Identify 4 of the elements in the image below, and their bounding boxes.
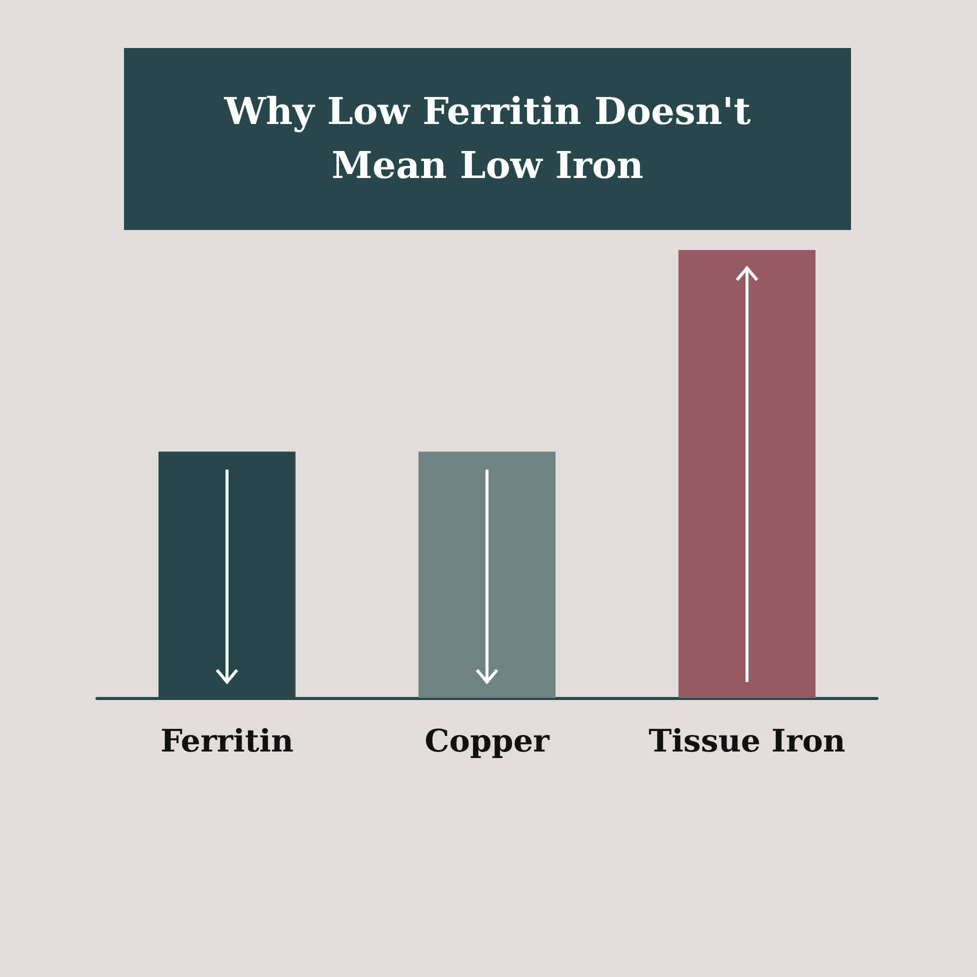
- chart-title: Why Low Ferritin Doesn't Mean Low Iron: [124, 48, 851, 230]
- x-tick-label: Ferritin: [160, 724, 294, 760]
- x-tick-label: Copper: [424, 724, 550, 760]
- x-tick-label: Tissue Iron: [648, 724, 846, 760]
